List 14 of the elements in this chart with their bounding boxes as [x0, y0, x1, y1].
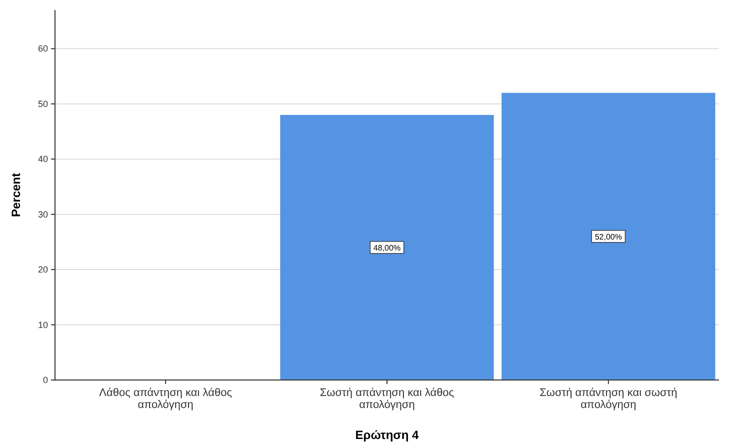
data-label: 52,00%: [594, 232, 622, 242]
y-tick-label: 10: [38, 320, 48, 330]
y-axis-title: Percent: [9, 172, 23, 218]
y-tick-label: 0: [42, 375, 48, 385]
y-tick-label: 40: [38, 154, 48, 164]
y-tick-label: 30: [38, 209, 48, 220]
data-label: 48,00%: [373, 243, 401, 252]
x-tick-label: Σωστή απάντηση και λάθος απολόγηση: [320, 387, 454, 411]
y-tick-label: 50: [38, 98, 48, 109]
y-tick-label: 20: [38, 264, 48, 275]
x-tick-label: Σωστή απάντηση και σωστή απολόγηση: [540, 387, 678, 411]
x-axis-title: Ερώτηση 4: [355, 428, 420, 442]
y-tick-label: 60: [38, 44, 48, 54]
x-tick-label: Λάθος απάντηση και λάθος απολόγηση: [99, 387, 232, 411]
